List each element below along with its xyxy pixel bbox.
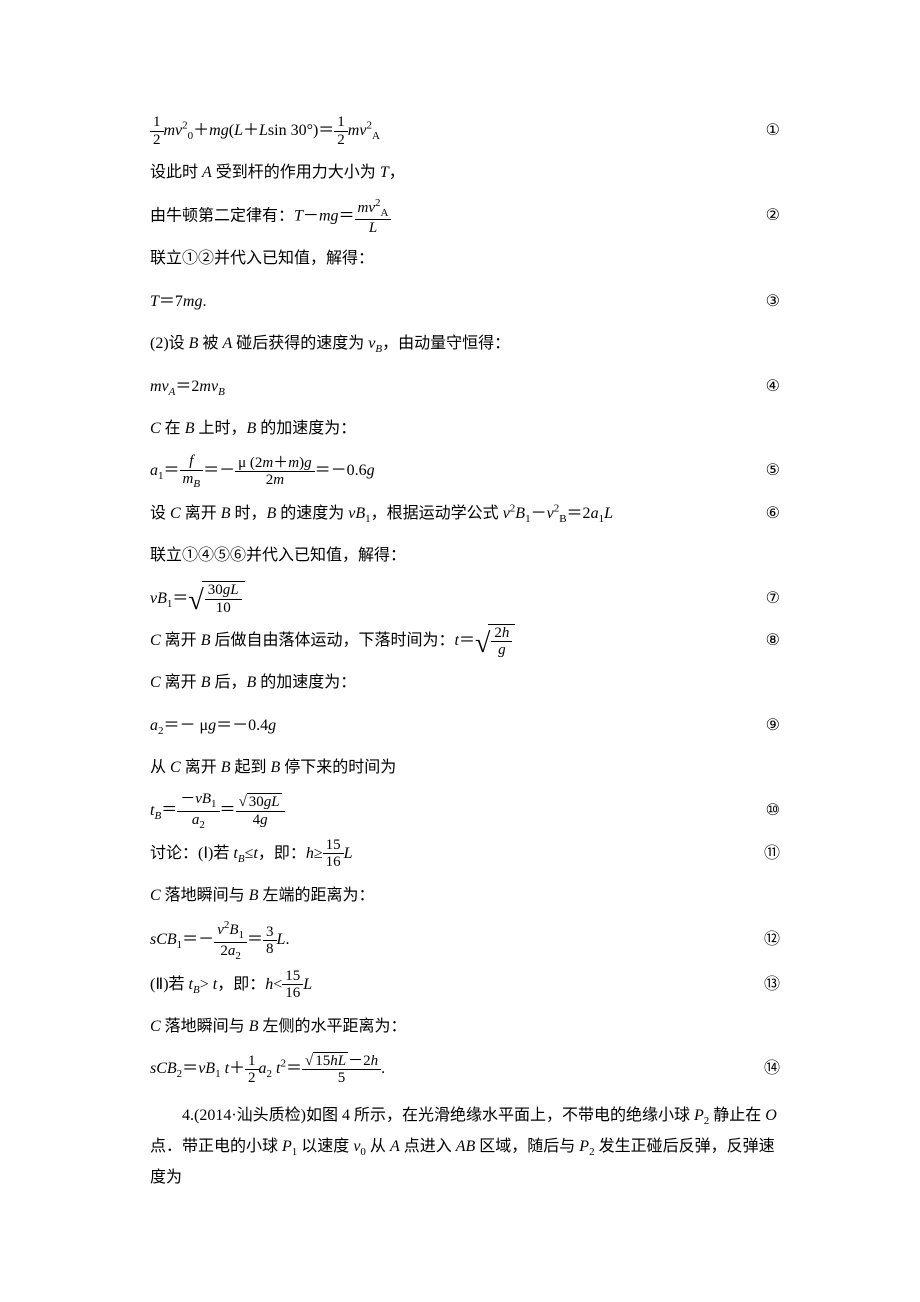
equation-number: ② [750, 197, 780, 235]
equation-lhs: tB＝－vB1a2＝√30gL4g [150, 791, 750, 830]
equation-number: ⑨ [750, 707, 780, 745]
equation-line: 设 C 离开 B 时，B 的速度为 vB1，根据运动学公式 v2B1－v2B＝2… [150, 493, 780, 535]
text-line: C 在 B 上时，B 的加速度为： [150, 408, 780, 450]
equation-number: ⑫ [750, 921, 780, 959]
text: 从 C 离开 B 起到 B 停下来的时间为 [150, 749, 750, 787]
equation-number: ③ [750, 283, 780, 321]
equation-lhs: (Ⅱ)若 tB> t，即：h<1516L [150, 966, 750, 1004]
text: C 离开 B 后，B 的加速度为： [150, 664, 750, 702]
equation-number: ⑦ [750, 580, 780, 618]
text-line: 联立①④⑤⑥并代入已知值，解得： [150, 535, 780, 577]
text: 设此时 A 受到杆的作用力大小为 T， [150, 154, 750, 192]
text-line: C 落地瞬间与 B 左端的距离为： [150, 875, 780, 917]
equation-lhs: 设 C 离开 B 时，B 的速度为 vB1，根据运动学公式 v2B1－v2B＝2… [150, 495, 750, 533]
equation-lhs: a2＝－ μg＝－0.4g [150, 707, 750, 745]
text: C 在 B 上时，B 的加速度为： [150, 410, 750, 448]
text: 联立①②并代入已知值，解得： [150, 240, 750, 278]
equation-lhs: C 离开 B 后做自由落体运动，下落时间为：t＝√2hg [150, 622, 750, 660]
equation-lhs: a1＝fmB＝－μ (2m＋m)g2m＝－0.6g [150, 452, 750, 490]
equation-number: ⑪ [750, 835, 780, 873]
equation-line: sCB2＝vB1 t＋12a2 t2＝√15hL－2h5. ⑭ [150, 1048, 780, 1090]
equation-line: a1＝fmB＝－μ (2m＋m)g2m＝－0.6g ⑤ [150, 450, 780, 492]
equation-number: ⑥ [750, 495, 780, 533]
equation-lhs: 讨论：(Ⅰ)若 tB≤t，即：h≥1516L [150, 835, 750, 873]
equation-line: 由牛顿第二定律有：T－mg＝mv2AL ② [150, 195, 780, 239]
equation-number: ⑧ [750, 622, 780, 660]
problem-4-text: 4.(2014·汕头质检)如图 4 所示，在光滑绝缘水平面上，不带电的绝缘小球 … [150, 1101, 780, 1194]
equation-line: vB1＝√30gL10 ⑦ [150, 578, 780, 620]
equation-lhs: mvA＝2mvB [150, 368, 750, 406]
equation-line: tB＝－vB1a2＝√30gL4g ⑩ [150, 789, 780, 832]
text-line: (2)设 B 被 A 碰后获得的速度为 vB，由动量守恒得： [150, 323, 780, 365]
equation-line: T＝7mg. ③ [150, 281, 780, 323]
equation-number: ⑬ [750, 966, 780, 1004]
text: C 落地瞬间与 B 左侧的水平距离为： [150, 1008, 750, 1046]
text: (2)设 B 被 A 碰后获得的速度为 vB，由动量守恒得： [150, 325, 750, 363]
equation-line: mvA＝2mvB ④ [150, 366, 780, 408]
equation-line: a2＝－ μg＝－0.4g ⑨ [150, 705, 780, 747]
text-line: 联立①②并代入已知值，解得： [150, 238, 780, 280]
equation-number: ① [750, 112, 780, 150]
equation-lhs: vB1＝√30gL10 [150, 580, 750, 618]
equation-number: ④ [750, 368, 780, 406]
equation-line: sCB1＝－v2B12a2＝38L. ⑫ [150, 917, 780, 963]
equation-number: ⑩ [750, 792, 780, 830]
equation-lhs: sCB2＝vB1 t＋12a2 t2＝√15hL－2h5. [150, 1050, 750, 1088]
text-line: C 落地瞬间与 B 左侧的水平距离为： [150, 1006, 780, 1048]
text: C 落地瞬间与 B 左端的距离为： [150, 877, 750, 915]
equation-number: ⑭ [750, 1050, 780, 1088]
equation-lhs: T＝7mg. [150, 283, 750, 321]
equation-number: ⑤ [750, 452, 780, 490]
text-line: C 离开 B 后，B 的加速度为： [150, 662, 780, 704]
equation-line: (Ⅱ)若 tB> t，即：h<1516L ⑬ [150, 964, 780, 1006]
equation-line: C 离开 B 后做自由落体运动，下落时间为：t＝√2hg ⑧ [150, 620, 780, 662]
equation-line: 12mv20＋mg(L＋Lsin 30°)＝12mv2A ① [150, 110, 780, 152]
equation-line: 讨论：(Ⅰ)若 tB≤t，即：h≥1516L ⑪ [150, 833, 780, 875]
equation-lhs: 由牛顿第二定律有：T－mg＝mv2AL [150, 197, 750, 237]
text: 联立①④⑤⑥并代入已知值，解得： [150, 537, 750, 575]
text-line: 设此时 A 受到杆的作用力大小为 T， [150, 152, 780, 194]
equation-lhs: 12mv20＋mg(L＋Lsin 30°)＝12mv2A [150, 112, 750, 150]
text-line: 从 C 离开 B 起到 B 停下来的时间为 [150, 747, 780, 789]
equation-lhs: sCB1＝－v2B12a2＝38L. [150, 919, 750, 961]
